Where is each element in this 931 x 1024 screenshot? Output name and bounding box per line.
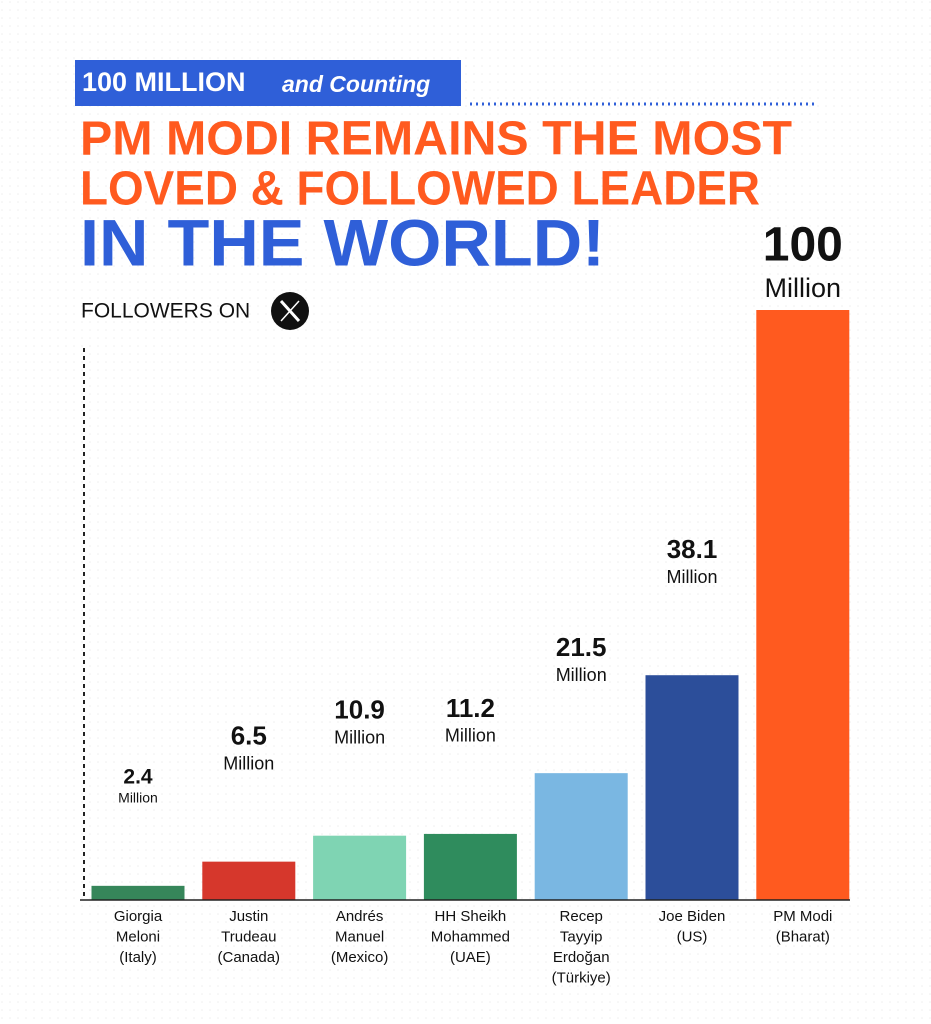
value-label: 6.5 [231, 721, 267, 751]
x-tick-label: Justin Trudeau (Canada) [218, 908, 281, 966]
header-highlight: 100 MILLION [82, 67, 246, 97]
unit-label: Million [223, 753, 274, 773]
x-tick-label: Recep Tayyip Erdoğan (Türkiye) [552, 908, 611, 987]
x-tick-label: Giorgia Meloni (Italy) [114, 908, 163, 966]
value-label: 10.9 [334, 695, 385, 725]
bar [202, 861, 296, 900]
bar [534, 773, 628, 900]
value-label: 21.5 [556, 632, 607, 662]
bar [91, 885, 185, 900]
unit-label: Million [445, 726, 496, 746]
bar [313, 835, 407, 900]
unit-label: Million [666, 567, 717, 587]
header-tail: and Counting [282, 71, 430, 97]
title-line: IN THE WORLD! [80, 205, 605, 279]
unit-label: Million [765, 273, 842, 303]
bar [756, 310, 850, 900]
x-tick-label: Joe Biden (US) [659, 908, 726, 946]
header-box [75, 60, 461, 106]
unit-label: Million [556, 665, 607, 685]
value-label: 11.2 [446, 693, 495, 723]
unit-label: Million [118, 790, 158, 806]
title-line: PM MODI REMAINS THE MOST [80, 113, 792, 166]
x-tick-label: PM Modi (Bharat) [773, 908, 832, 946]
bar [423, 833, 517, 900]
x-logo [271, 292, 309, 330]
value-label: 38.1 [667, 534, 718, 564]
x-tick-label: HH Sheikh Mohammed (UAE) [431, 908, 510, 966]
title-line: LOVED & FOLLOWED LEADER [80, 163, 760, 216]
bar [645, 675, 739, 900]
unit-label: Million [334, 727, 385, 747]
value-label: 100 [763, 219, 843, 272]
x-tick-label: Andrés Manuel (Mexico) [331, 908, 389, 966]
subtitle: FOLLOWERS ON [81, 300, 250, 323]
value-label: 2.4 [123, 765, 153, 788]
